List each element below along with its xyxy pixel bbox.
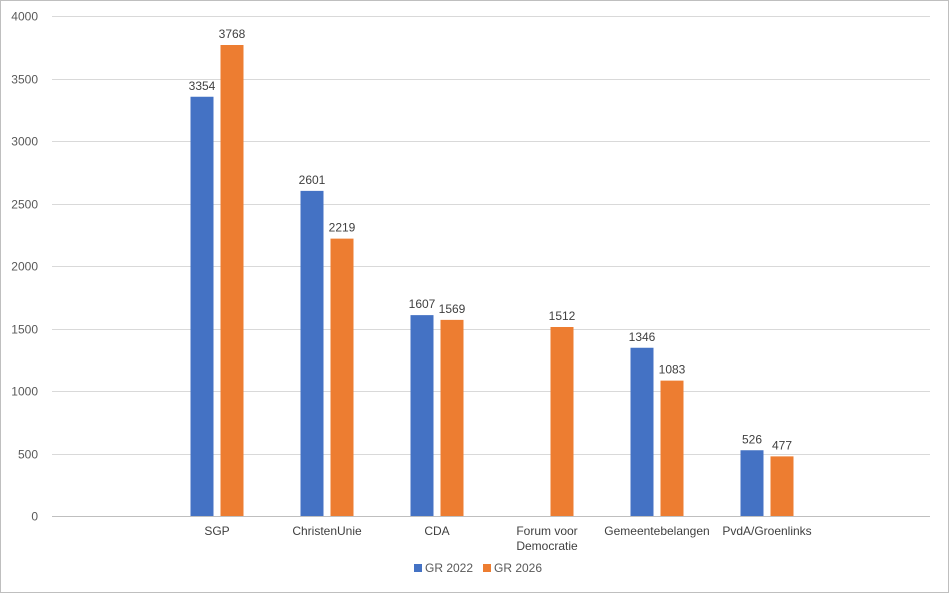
x-category-label: ChristenUnie — [292, 524, 362, 538]
bar-gr-2022 — [740, 450, 764, 516]
x-axis-categories: SGP ChristenUnie CDA Forum voor Democratie Ge… — [204, 524, 811, 553]
y-tick-label: 3000 — [11, 135, 38, 149]
bar-gr-2026 — [770, 456, 794, 516]
x-category-label-line: Gemeentebelangen — [604, 524, 709, 538]
x-category-label: CDA — [424, 524, 449, 538]
data-label: 526 — [742, 432, 762, 446]
bar-gr-2026 — [550, 327, 574, 516]
data-label: 477 — [772, 438, 792, 452]
y-axis-ticks: 0 500 1000 1500 2000 2500 3000 3500 4000 — [11, 10, 38, 524]
x-category-label: Forum voor Democratie — [516, 524, 578, 553]
x-category-label-line: ChristenUnie — [292, 524, 362, 538]
legend: GR 2022 GR 2026 — [414, 561, 542, 575]
data-label: 1083 — [659, 363, 686, 377]
data-label: 1346 — [629, 330, 656, 344]
x-category-label-line: CDA — [424, 524, 449, 538]
bar-gr-2026 — [330, 238, 354, 516]
gridlines — [52, 16, 930, 517]
bar-gr-2022 — [190, 96, 214, 516]
y-tick-label: 2000 — [11, 260, 38, 274]
y-tick-label: 500 — [18, 448, 38, 462]
bar-gr-2026 — [440, 319, 464, 516]
x-category-label: PvdA/Groenlinks — [722, 524, 811, 538]
y-tick-label: 2500 — [11, 198, 38, 212]
x-category-label-line: Democratie — [516, 539, 578, 553]
data-label: 1569 — [439, 302, 466, 316]
data-label: 1512 — [549, 309, 576, 323]
y-tick-label: 4000 — [11, 10, 38, 24]
bar-gr-2026 — [220, 45, 244, 516]
legend-label: GR 2022 — [425, 561, 473, 575]
x-category-label-line: SGP — [204, 524, 229, 538]
bar-gr-2026 — [660, 380, 684, 516]
bar-gr-2022 — [410, 315, 434, 516]
data-label: 2601 — [299, 173, 326, 187]
data-labels: 3354 3768 2601 2219 1607 1569 1512 1346 1083 526 4… — [189, 27, 793, 452]
y-tick-label: 0 — [31, 510, 38, 524]
data-label: 3354 — [189, 79, 216, 93]
y-tick-label: 3500 — [11, 73, 38, 87]
data-label: 2219 — [329, 221, 356, 235]
y-tick-label: 1500 — [11, 323, 38, 337]
x-category-label-line: PvdA/Groenlinks — [722, 524, 811, 538]
legend-label: GR 2026 — [494, 561, 542, 575]
x-category-label-line: Forum voor — [516, 524, 577, 538]
bar-gr-2022 — [630, 347, 654, 516]
y-tick-label: 1000 — [11, 385, 38, 399]
data-label: 1607 — [409, 297, 436, 311]
legend-swatch — [483, 564, 491, 572]
x-category-label: Gemeentebelangen — [604, 524, 709, 538]
bars — [190, 45, 794, 516]
bar-gr-2022 — [300, 190, 324, 516]
data-label: 3768 — [219, 27, 246, 41]
x-category-label: SGP — [204, 524, 229, 538]
legend-swatch — [414, 564, 422, 572]
